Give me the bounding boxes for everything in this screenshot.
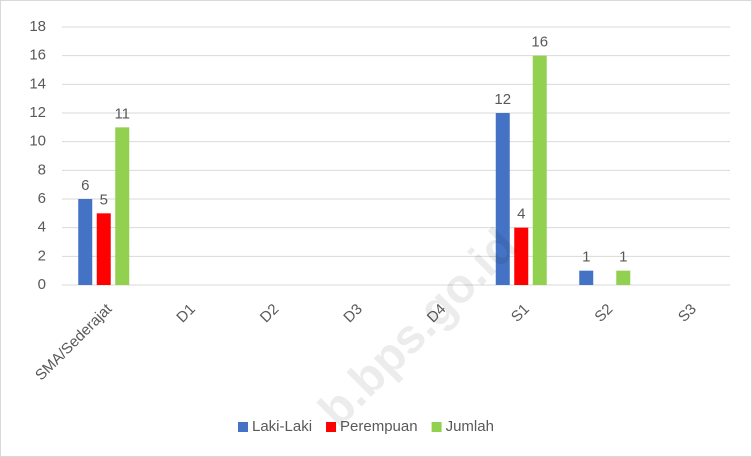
legend-swatch: [326, 422, 337, 432]
y-tick-label: 4: [38, 219, 46, 236]
bar: [96, 213, 111, 285]
bar: [115, 127, 130, 285]
data-label: 16: [531, 34, 548, 51]
data-label: 11: [114, 105, 130, 122]
y-tick-label: 8: [38, 161, 46, 178]
y-tick-label: 2: [38, 247, 46, 264]
data-label: 12: [494, 91, 511, 108]
legend-label: Jumlah: [446, 418, 494, 435]
y-tick-label: 18: [29, 18, 46, 35]
y-tick-label: 12: [29, 104, 46, 121]
bar: [532, 55, 547, 285]
y-tick-label: 16: [29, 47, 46, 64]
data-label: 5: [100, 191, 108, 208]
bar: [495, 113, 510, 285]
legend-label: Laki-Laki: [252, 418, 312, 435]
data-label: 6: [81, 177, 89, 194]
legend-swatch: [238, 422, 248, 432]
data-label: 4: [517, 206, 525, 223]
legend-label: Perempuan: [340, 418, 418, 435]
data-label: 1: [582, 249, 590, 266]
y-tick-label: 6: [38, 190, 46, 207]
bar: [78, 199, 93, 285]
y-tick-label: 14: [29, 75, 46, 92]
y-tick-label: 0: [38, 276, 46, 293]
legend-swatch: [431, 422, 442, 432]
bar: [579, 270, 594, 285]
data-label: 1: [619, 249, 627, 266]
bar: [514, 227, 529, 285]
y-tick-label: 10: [29, 133, 46, 150]
bar: [616, 270, 631, 285]
